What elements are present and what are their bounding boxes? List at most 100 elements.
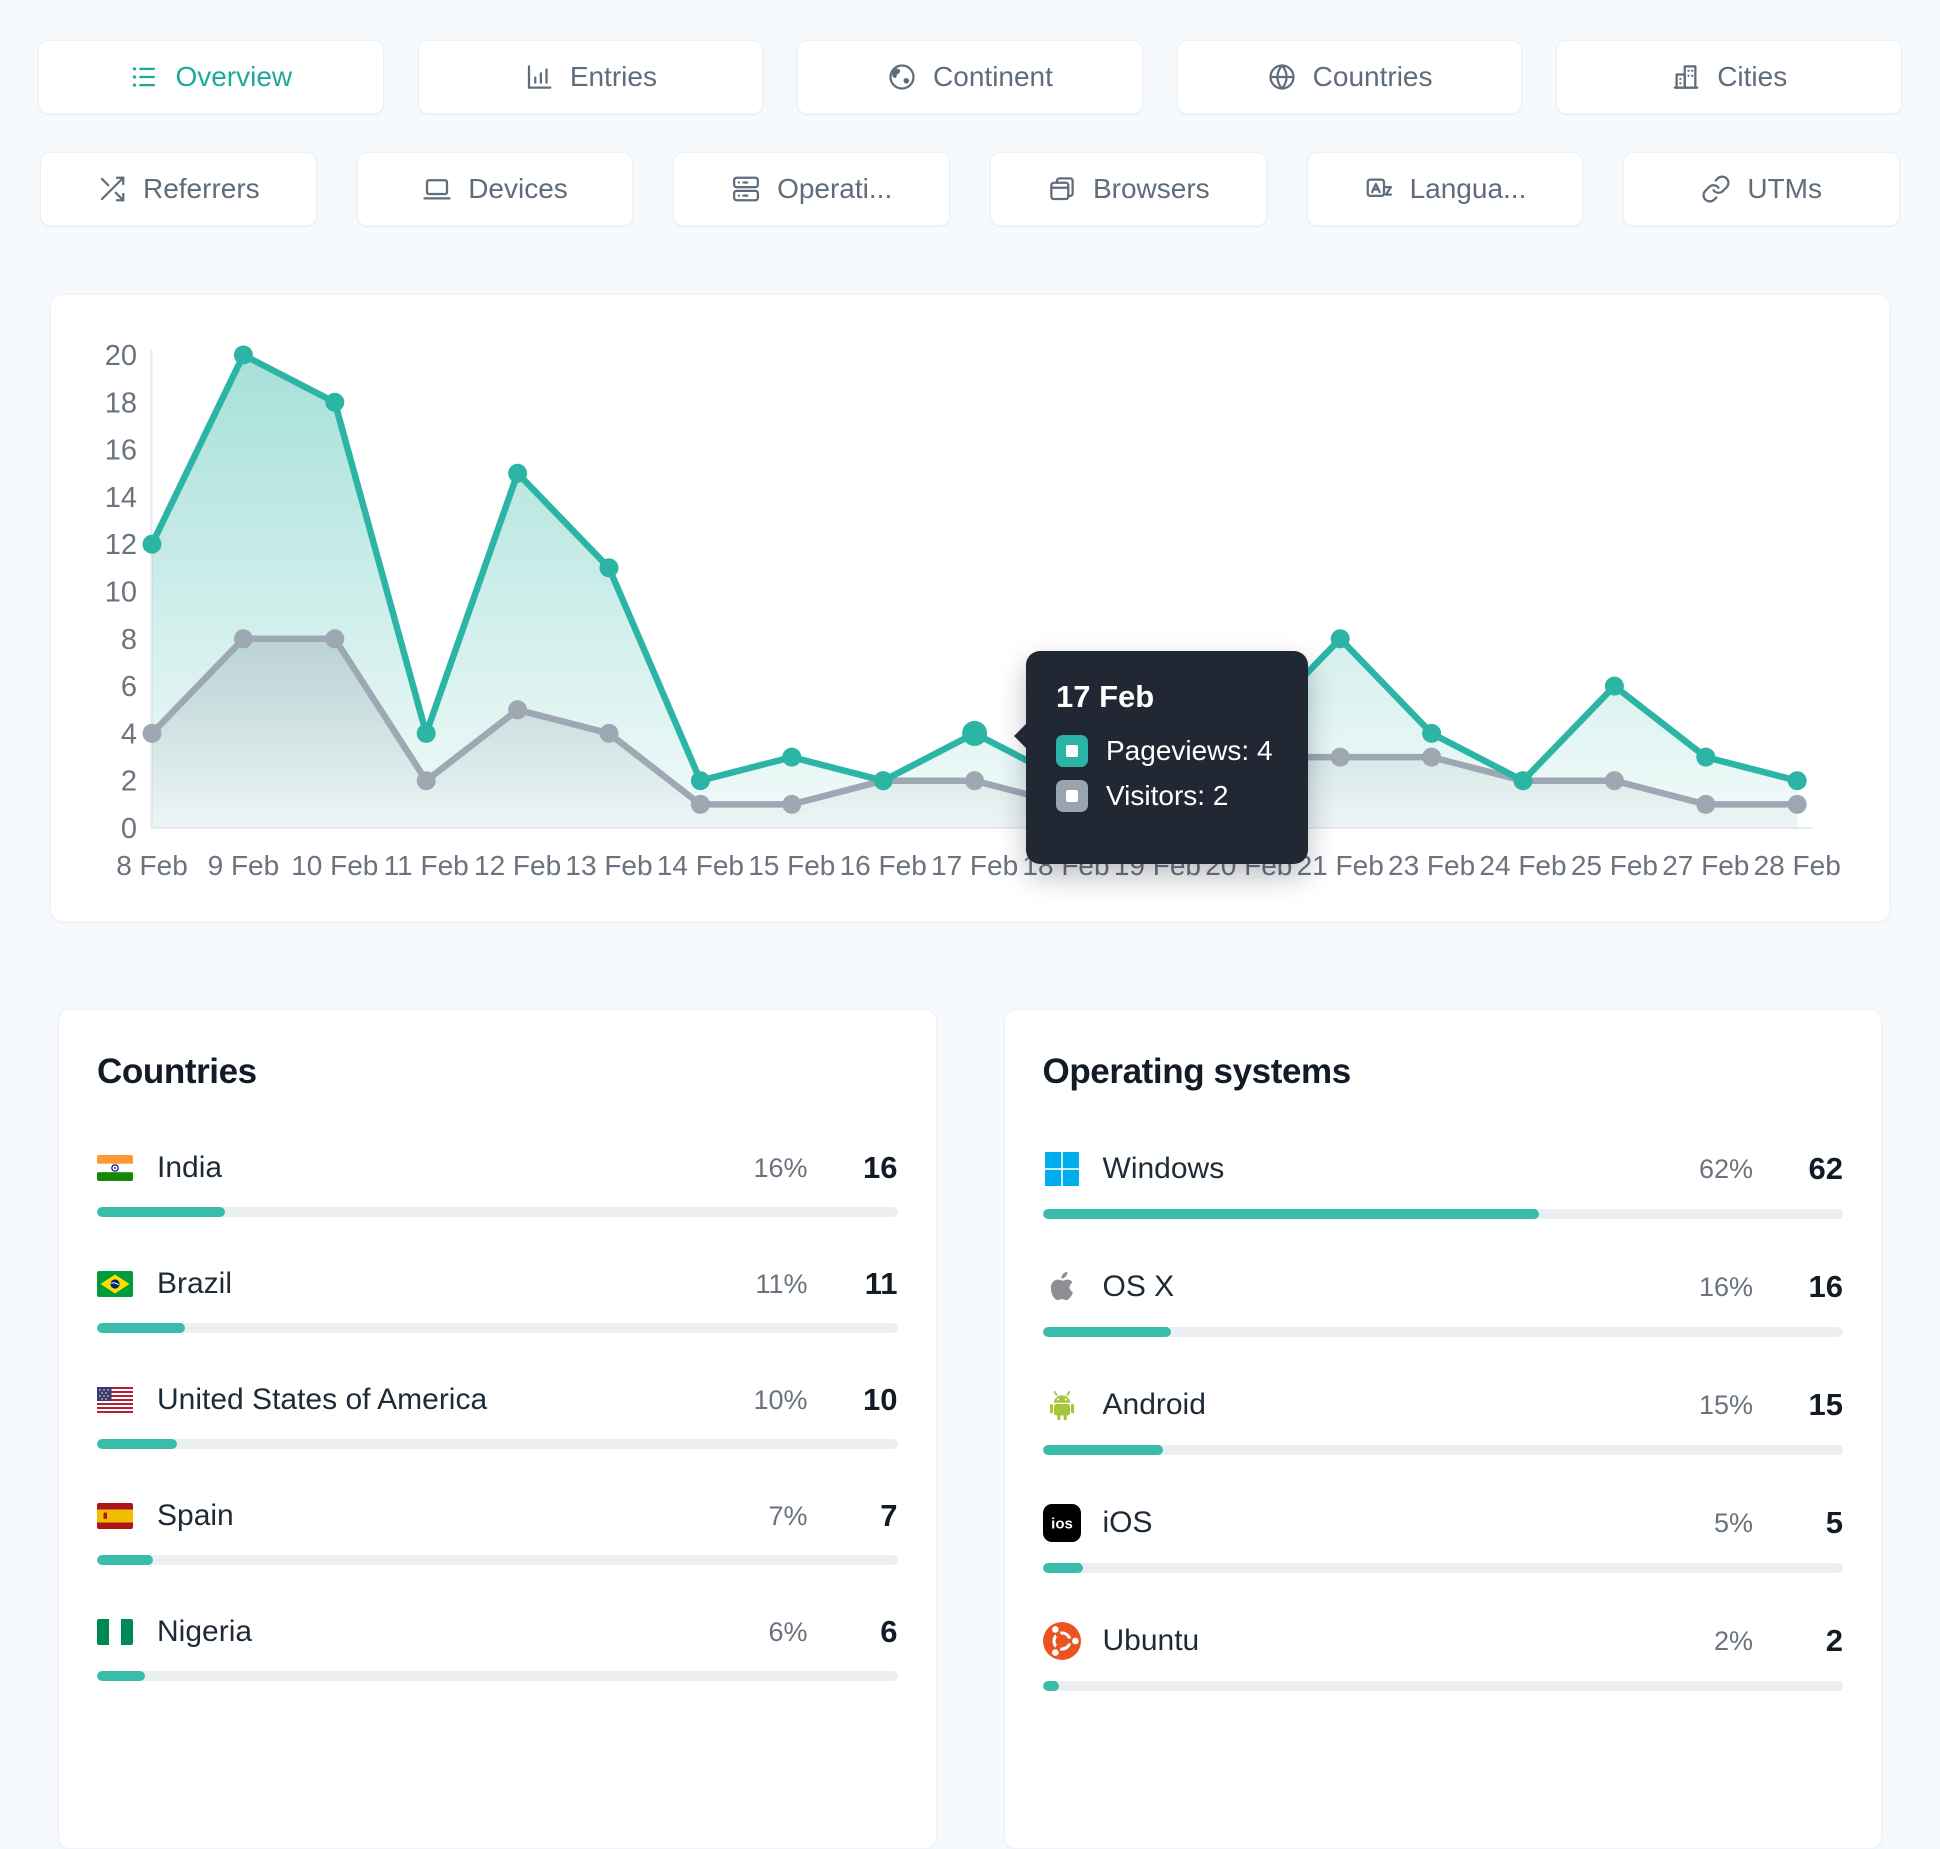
chart-point-visitors[interactable]	[1787, 794, 1807, 814]
country-row[interactable]: Brazil 11% 11	[97, 1266, 898, 1333]
india-flag-icon	[97, 1155, 135, 1181]
os-row[interactable]: Ubuntu 2% 2	[1042, 1622, 1843, 1691]
tab-label: Langua...	[1409, 173, 1527, 204]
traffic-chart[interactable]: 0 2 4 6 8 10 12 14 16 18 20 8 Feb 9 Feb 10 Feb 11 Feb 1…	[51, 295, 1889, 921]
x-tick-label: 28 Feb	[1754, 850, 1841, 881]
stat-name: Brazil	[157, 1267, 233, 1300]
chart-point-pageviews[interactable]	[1787, 771, 1807, 791]
chart-point-visitors[interactable]	[1604, 771, 1624, 791]
stat-percent: 11%	[755, 1268, 808, 1299]
tabs-row-secondary: Referrers Devices Operati... Browsers Langua…	[40, 152, 1900, 226]
chart-point-pageviews[interactable]	[599, 558, 619, 578]
svg-text:ios: ios	[1051, 1516, 1073, 1533]
ubuntu-logo-icon	[1042, 1622, 1081, 1660]
chart-point-visitors[interactable]	[1696, 794, 1716, 814]
y-tick-label: 10	[105, 577, 137, 609]
x-tick-label: 23 Feb	[1388, 850, 1475, 881]
chart-point-visitors[interactable]	[782, 794, 802, 814]
chart-point-pageviews[interactable]	[1422, 723, 1442, 743]
os-row[interactable]: OS X 16% 16	[1042, 1268, 1843, 1337]
y-tick-label: 14	[105, 482, 137, 514]
x-tick-label: 17 Feb	[931, 850, 1018, 881]
tab-countries[interactable]: Countries	[1176, 40, 1523, 114]
chart-point-visitors[interactable]	[965, 771, 985, 791]
os-row[interactable]: Windows 62% 62	[1042, 1150, 1843, 1219]
x-tick-label: 27 Feb	[1662, 850, 1749, 881]
progress-bar	[97, 1439, 898, 1449]
chart-point-visitors[interactable]	[416, 771, 436, 791]
stat-percent: 6%	[768, 1616, 808, 1647]
country-row[interactable]: India 16% 16	[97, 1150, 898, 1217]
x-tick-label: 21 Feb	[1297, 850, 1384, 881]
chart-point-visitors[interactable]	[508, 700, 528, 720]
chart-point-pageviews[interactable]	[233, 345, 253, 365]
chart-point-pageviews[interactable]	[1604, 676, 1624, 696]
tab-referrers[interactable]: Referrers	[40, 152, 317, 226]
tab-label: UTMs	[1747, 173, 1822, 204]
country-row[interactable]: United States of America 10% 10	[97, 1382, 898, 1449]
x-tick-label: 14 Feb	[657, 850, 744, 881]
chart-point-pageviews[interactable]	[782, 747, 802, 767]
country-row[interactable]: Nigeria 6% 6	[97, 1614, 898, 1681]
tab-continent[interactable]: Continent	[797, 40, 1143, 114]
chart-point-pageviews[interactable]	[690, 771, 710, 791]
stat-count: 11	[864, 1266, 898, 1301]
chart-point-visitors[interactable]	[233, 629, 253, 649]
stat-percent: 16%	[1698, 1271, 1753, 1302]
ios-logo-icon: ios	[1042, 1504, 1081, 1542]
tab-label: Continent	[933, 61, 1053, 92]
chart-point-visitors[interactable]	[690, 794, 710, 814]
y-tick-label: 8	[121, 624, 137, 656]
stats-panels: Countries India 16% 16 Brazil 11% 11 United St…	[58, 1009, 1882, 1849]
tab-devices[interactable]: Devices	[356, 152, 634, 226]
stat-percent: 7%	[768, 1500, 808, 1531]
android-logo-icon	[1043, 1386, 1081, 1424]
tab-entries[interactable]: Entries	[417, 40, 764, 114]
tab-utms[interactable]: UTMs	[1623, 152, 1900, 226]
stat-count: 10	[863, 1382, 898, 1417]
tab-browsers[interactable]: Browsers	[989, 152, 1267, 226]
pageviews-area	[152, 355, 1798, 828]
stat-name: United States of America	[157, 1383, 488, 1416]
globe-icon	[1267, 62, 1297, 92]
chart-point-pageviews[interactable]	[508, 463, 528, 483]
spain-flag-icon	[97, 1503, 135, 1529]
language-icon	[1364, 174, 1394, 204]
chart-point-visitors[interactable]	[1422, 747, 1442, 767]
chart-point-pageviews[interactable]	[325, 392, 345, 412]
tab-languages[interactable]: Langua...	[1306, 152, 1584, 226]
tooltip-visitors-row: Visitors: 2	[1056, 780, 1278, 812]
chart-point-pageviews[interactable]	[962, 720, 988, 746]
chart-point-visitors[interactable]	[1330, 747, 1350, 767]
y-tick-label: 16	[105, 435, 137, 467]
stat-percent: 16%	[753, 1152, 808, 1183]
chart-point-pageviews[interactable]	[873, 771, 893, 791]
os-row[interactable]: ios iOS 5% 5	[1042, 1504, 1843, 1573]
progress-bar	[97, 1323, 898, 1333]
usa-flag-icon	[97, 1387, 135, 1413]
chart-point-pageviews[interactable]	[416, 723, 436, 743]
y-tick-label: 18	[105, 387, 137, 419]
stat-name: iOS	[1102, 1506, 1153, 1539]
chart-point-visitors[interactable]	[325, 629, 345, 649]
operating-systems-panel: Operating systems Windows 62% 62 OS X 16% 16 A…	[1003, 1009, 1882, 1849]
country-row[interactable]: Spain 7% 7	[97, 1498, 898, 1565]
chart-point-pageviews[interactable]	[1330, 629, 1350, 649]
server-icon	[731, 174, 761, 204]
chart-point-visitors[interactable]	[599, 723, 619, 743]
brazil-flag-icon	[97, 1271, 135, 1297]
chart-point-pageviews[interactable]	[1696, 747, 1716, 767]
tab-cities[interactable]: Cities	[1556, 40, 1902, 114]
chart-point-pageviews[interactable]	[142, 534, 162, 554]
tab-overview[interactable]: Overview	[38, 40, 384, 114]
progress-bar	[1042, 1563, 1843, 1573]
os-row[interactable]: Android 15% 15	[1042, 1386, 1843, 1455]
tooltip-visitors-text: Visitors: 2	[1106, 780, 1229, 811]
chart-point-visitors[interactable]	[142, 723, 162, 743]
x-tick-label: 10 Feb	[291, 850, 378, 881]
chart-point-pageviews[interactable]	[1513, 771, 1533, 791]
y-tick-label: 0	[121, 813, 137, 845]
bar-chart-icon	[524, 62, 554, 92]
os-panel-title: Operating systems	[1042, 1052, 1352, 1091]
tab-operating-systems[interactable]: Operati...	[673, 152, 950, 226]
